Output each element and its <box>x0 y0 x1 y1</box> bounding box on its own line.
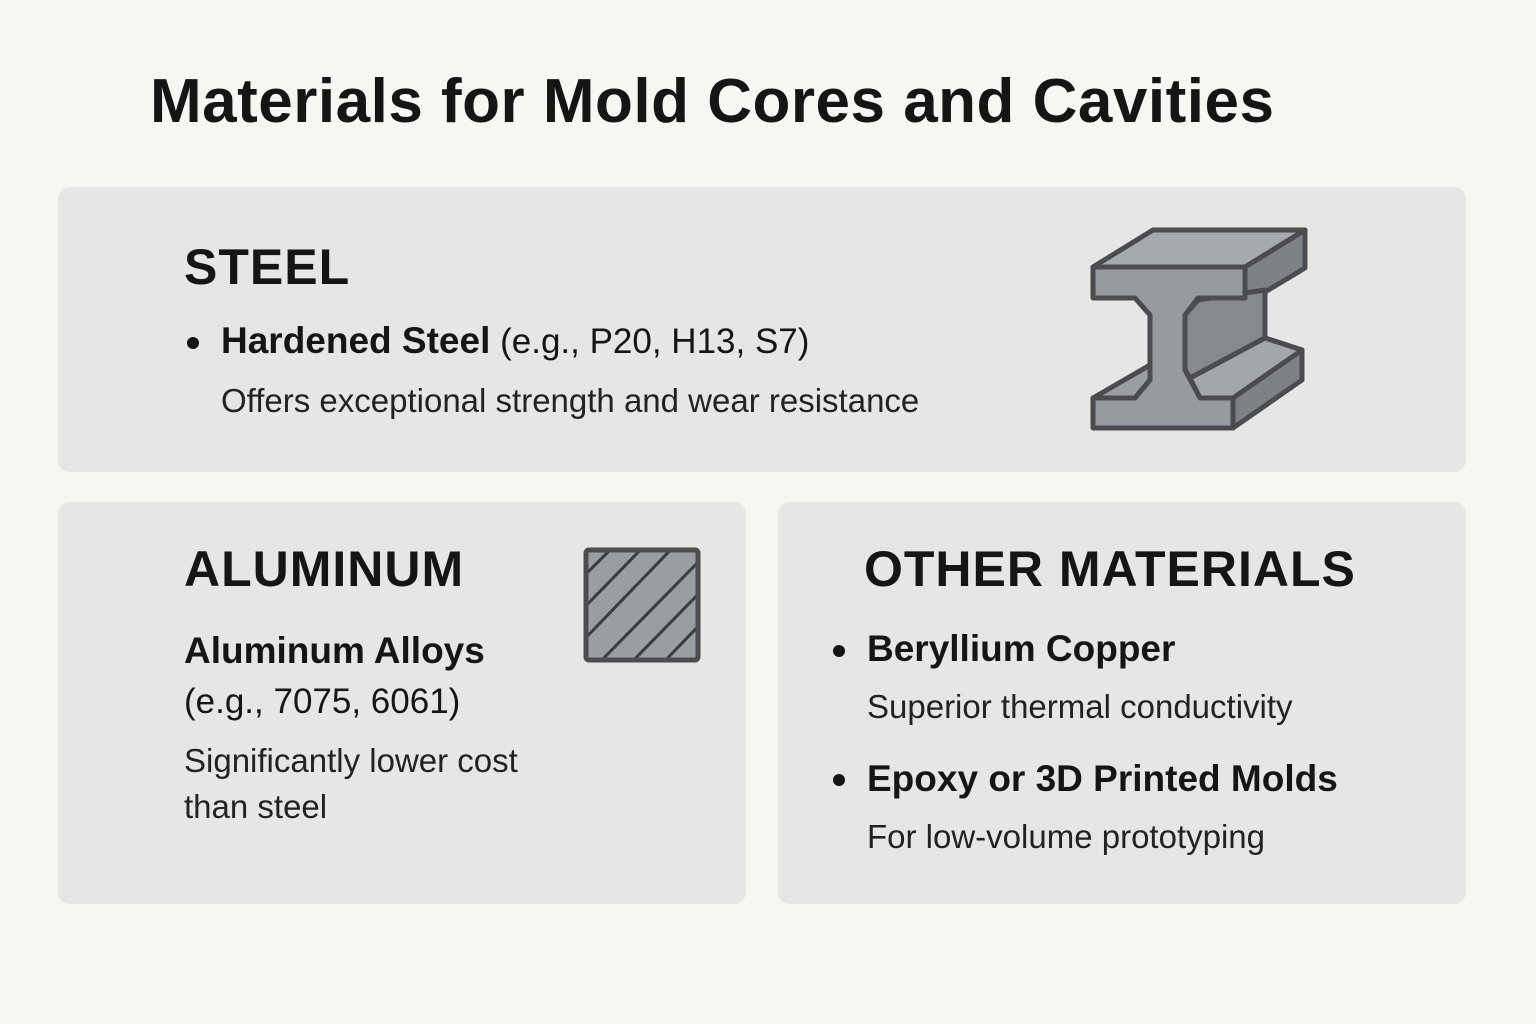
steel-item-name: Hardened Steel <box>221 320 491 361</box>
aluminum-item-name: Aluminum Alloys <box>184 630 485 671</box>
page-title: Materials for Mold Cores and Cavities <box>150 67 1275 136</box>
other-item-description: Superior thermal conductivity <box>867 688 1293 725</box>
aluminum-description-line2: than steel <box>184 788 328 825</box>
bullet <box>187 337 199 349</box>
other-item-name: Epoxy or 3D Printed Molds <box>867 758 1338 799</box>
aluminum-item-examples: (e.g., 7075, 6061) <box>184 682 461 721</box>
steel-heading: STEEL <box>184 239 351 295</box>
bullet <box>833 774 845 786</box>
hatched-square-icon <box>583 547 701 663</box>
bullet <box>833 645 845 657</box>
i-beam-icon <box>1090 227 1308 431</box>
other-item-name: Beryllium Copper <box>867 628 1176 669</box>
steel-description: Offers exceptional strength and wear res… <box>221 382 920 419</box>
steel-item-examples: (e.g., P20, H13, S7) <box>490 322 810 361</box>
other-heading: OTHER MATERIALS <box>864 541 1356 597</box>
other-item-description: For low-volume prototyping <box>867 818 1265 855</box>
other-materials-panel <box>778 502 1466 904</box>
steel-item: Hardened Steel (e.g., P20, H13, S7) <box>221 320 809 362</box>
aluminum-heading: ALUMINUM <box>184 541 465 597</box>
aluminum-description-line1: Significantly lower cost <box>184 742 518 779</box>
